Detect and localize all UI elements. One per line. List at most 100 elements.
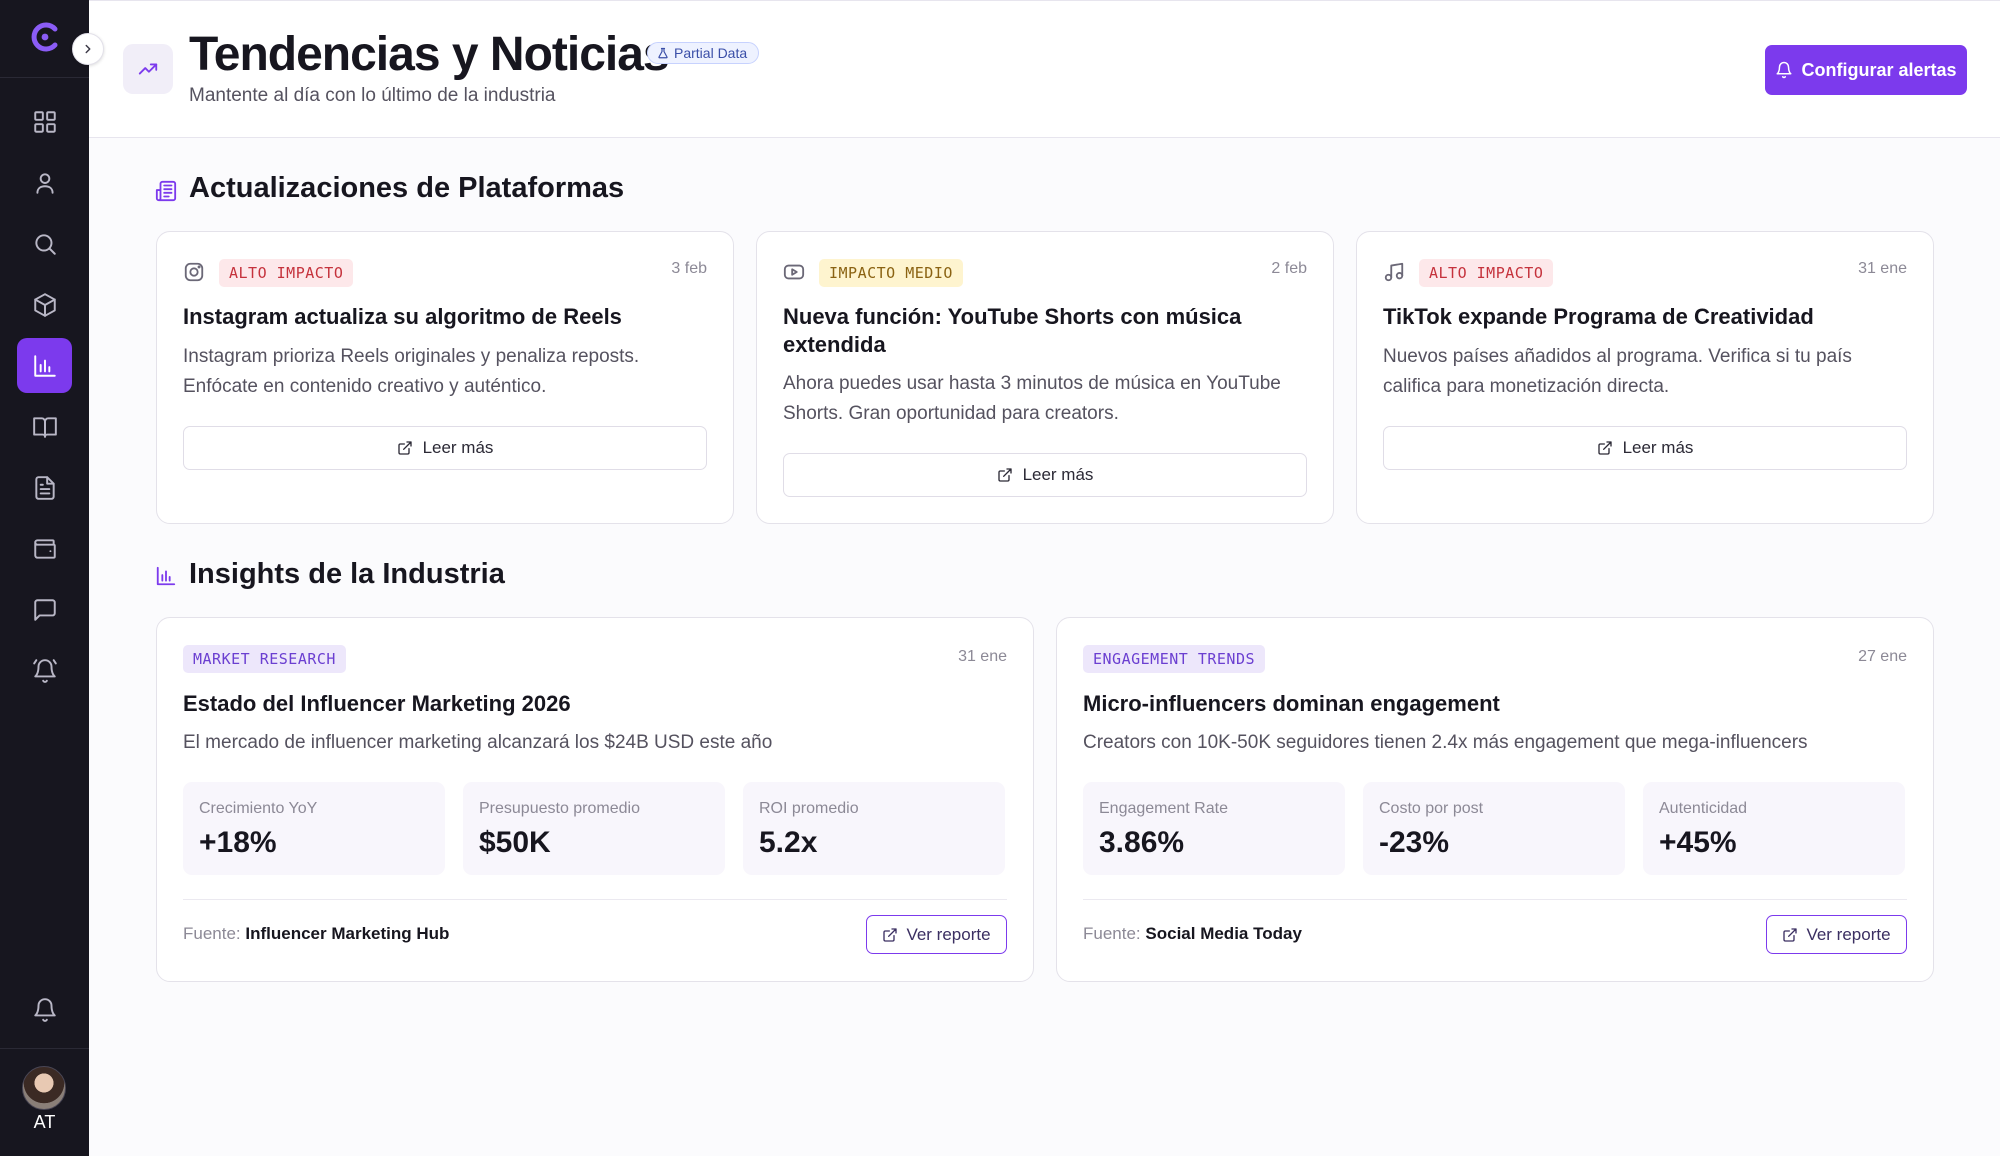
card-divider — [1083, 899, 1907, 900]
sidebar-item-profile[interactable] — [17, 155, 72, 210]
read-more-label: Leer más — [422, 438, 494, 457]
read-more-button[interactable]: Leer más — [783, 453, 1307, 497]
card-date: 31 ene — [1858, 260, 1907, 277]
configure-alerts-label: Configurar alertas — [1801, 59, 1957, 80]
sidebar-item-wallet[interactable] — [17, 521, 72, 576]
card-description: Ahora puedes usar hasta 3 minutos de mús… — [783, 373, 1281, 424]
stat-card: ROI promedio 5.2x — [743, 782, 1005, 875]
bar-chart-icon — [156, 566, 176, 586]
card-title: Estado del Influencer Marketing 2026 — [183, 691, 571, 716]
stat-value: 5.2x — [759, 826, 818, 859]
user-initials: AT — [33, 1112, 56, 1132]
trending-up-icon — [123, 44, 173, 94]
flask-icon — [658, 47, 668, 59]
read-more-label: Leer más — [1022, 465, 1094, 484]
source-label: Fuente: — [1083, 924, 1141, 943]
search-icon — [34, 233, 56, 255]
page-title: Tendencias y Noticias — [189, 28, 670, 81]
insight-tag: ENGAGEMENT TRENDS — [1083, 645, 1266, 673]
insight-card: ENGAGEMENT TRENDS 27 ene Micro-influence… — [1056, 617, 1934, 982]
tiktok-icon — [1384, 262, 1404, 282]
platform-update-card: ALTO IMPACTO 31 ene TikTok expande Progr… — [1356, 231, 1934, 524]
youtube-icon — [783, 264, 805, 280]
card-title: Micro-influencers dominan engagement — [1083, 691, 1500, 716]
page-subtitle: Mantente al día con lo último de la indu… — [189, 85, 556, 106]
sidebar-item-analytics[interactable] — [17, 338, 72, 393]
stat-card: Autenticidad +45% — [1643, 782, 1905, 875]
partial-data-badge: Partial Data — [647, 42, 760, 64]
read-more-button[interactable]: Leer más — [183, 426, 707, 470]
source-name: Influencer Marketing Hub — [245, 924, 450, 943]
read-more-label: Leer más — [1622, 438, 1694, 457]
stat-label: Autenticidad — [1659, 800, 1748, 817]
card-date: 3 feb — [671, 260, 707, 277]
view-report-button[interactable]: Ver reporte — [866, 915, 1007, 954]
card-date: 31 ene — [958, 648, 1007, 665]
stat-value: 3.86% — [1099, 826, 1185, 859]
avatar[interactable] — [22, 1066, 66, 1110]
card-date: 27 ene — [1858, 648, 1907, 665]
external-link-icon — [397, 441, 412, 455]
card-description: El mercado de influencer marketing alcan… — [183, 732, 773, 753]
card-description: Creators con 10K-50K seguidores tienen 2… — [1083, 732, 1808, 753]
sidebar-expand-button[interactable] — [72, 33, 104, 65]
card-title: Instagram actualiza su algoritmo de Reel… — [183, 304, 622, 329]
view-report-label: Ver reporte — [906, 924, 991, 944]
stat-card: Engagement Rate 3.86% — [1083, 782, 1345, 875]
stat-card: Presupuesto promedio $50K — [463, 782, 725, 875]
stat-value: $50K — [479, 826, 551, 859]
wallet-icon — [33, 538, 56, 559]
sidebar-item-alerts[interactable] — [17, 643, 72, 698]
sidebar-notifications[interactable] — [17, 982, 72, 1037]
stat-value: +18% — [199, 826, 277, 859]
stat-label: Engagement Rate — [1099, 800, 1228, 817]
external-link-icon — [883, 927, 898, 942]
source-line: Fuente: Social Media Today — [1083, 924, 1302, 944]
card-title: Nueva función: YouTube Shorts con música… — [783, 304, 1242, 357]
package-icon — [33, 292, 56, 317]
app-logo-icon[interactable] — [28, 20, 62, 54]
external-link-icon — [1783, 927, 1798, 942]
stat-card: Crecimiento YoY +18% — [183, 782, 445, 875]
bell-icon — [1776, 61, 1792, 79]
sidebar-item-documents[interactable] — [17, 460, 72, 515]
chevron-right-icon — [85, 44, 91, 54]
bell-icon — [33, 997, 56, 1022]
insight-card: MARKET RESEARCH 31 ene Estado del Influe… — [156, 617, 1034, 982]
alarm-icon — [32, 658, 57, 683]
page-header: Tendencias y Noticias Partial Data Mante… — [89, 0, 2000, 138]
stat-value: +45% — [1659, 826, 1737, 859]
external-link-icon — [1597, 441, 1612, 455]
stat-card: Costo por post -23% — [1363, 782, 1625, 875]
card-description: Instagram prioriza Reels originales y pe… — [183, 346, 640, 397]
read-more-button[interactable]: Leer más — [1383, 426, 1907, 470]
platform-update-card: IMPACTO MEDIO 2 feb Nueva función: YouTu… — [756, 231, 1334, 524]
partial-data-label: Partial Data — [674, 45, 748, 61]
impact-tag: IMPACTO MEDIO — [819, 259, 963, 287]
card-divider — [183, 899, 1007, 900]
bar-chart-icon — [33, 354, 56, 377]
dashboard-icon — [33, 110, 56, 133]
newspaper-icon — [155, 180, 177, 202]
view-report-button[interactable]: Ver reporte — [1766, 915, 1907, 954]
sidebar-item-messages[interactable] — [17, 582, 72, 637]
section-title-platform-updates: Actualizaciones de Plataformas — [189, 172, 625, 204]
sidebar: AT — [0, 0, 89, 1156]
impact-tag: ALTO IMPACTO — [1419, 259, 1554, 287]
stat-value: -23% — [1379, 826, 1450, 859]
impact-tag: ALTO IMPACTO — [219, 259, 354, 287]
card-description: Nuevos países añadidos al programa. Veri… — [1383, 346, 1852, 397]
platform-update-card: ALTO IMPACTO 3 feb Instagram actualiza s… — [156, 231, 734, 524]
sidebar-item-library[interactable] — [17, 399, 72, 454]
insight-tag: MARKET RESEARCH — [183, 645, 346, 673]
sidebar-item-dashboard[interactable] — [17, 94, 72, 149]
source-label: Fuente: — [183, 924, 241, 943]
instagram-icon — [184, 262, 204, 282]
configure-alerts-button[interactable]: Configurar alertas — [1765, 45, 1967, 95]
chat-icon — [33, 598, 56, 621]
book-icon — [32, 416, 57, 438]
card-title: TikTok expande Programa de Creatividad — [1383, 304, 1814, 329]
stat-label: Presupuesto promedio — [479, 800, 640, 817]
sidebar-item-packages[interactable] — [17, 277, 72, 332]
sidebar-item-search[interactable] — [17, 216, 72, 271]
